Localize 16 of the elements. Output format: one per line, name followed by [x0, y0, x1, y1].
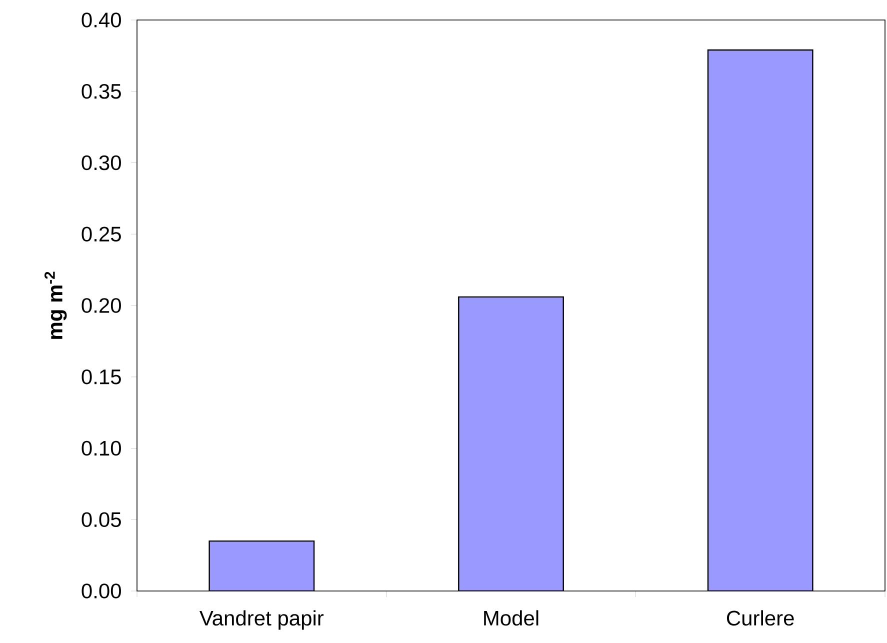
x-tick-label: Model — [484, 610, 538, 626]
y-tick-label: 0.25 — [82, 226, 121, 242]
y-tick-label: 0.40 — [82, 12, 121, 28]
x-tick-label: Vandret papir — [200, 610, 324, 630]
y-tick-label: 0.35 — [82, 84, 121, 99]
y-tick-label: 0.15 — [82, 369, 121, 384]
y-tick-label: 0.20 — [82, 298, 121, 313]
y-tick-label: 0.05 — [82, 512, 121, 528]
bar — [458, 296, 564, 591]
y-tick-label: 0.00 — [82, 584, 121, 598]
y-tick-label: 0.10 — [82, 440, 121, 456]
bar — [208, 540, 315, 591]
y-tick-label: 0.30 — [82, 155, 121, 170]
x-tick-label: Curlere — [726, 610, 794, 626]
y-axis-title: mg m$^{-2}$ — [44, 272, 67, 339]
bar — [707, 49, 814, 591]
